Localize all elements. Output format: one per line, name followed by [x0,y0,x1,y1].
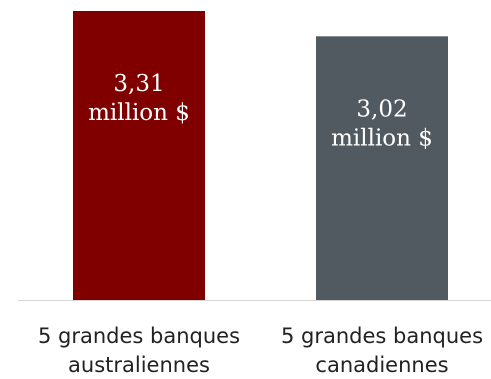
category-label-1: 5 grandes banques australiennes [38,324,240,377]
value-label-line: 3,31 [113,71,164,97]
bar-1 [73,11,205,300]
value-label-2: 3,02 million $ [331,96,433,151]
value-label-line: million $ [88,100,190,126]
bar-2 [316,36,448,300]
category-label-line: australiennes [68,353,210,377]
category-label-2: 5 grandes banques canadiennes [281,324,483,377]
value-label-line: million $ [331,125,433,151]
value-label-1: 3,31 million $ [88,71,190,126]
value-label-line: 3,02 [356,96,407,122]
category-label-line: canadiennes [315,353,448,377]
category-label-line: 5 grandes banques [281,324,483,348]
category-label-line: 5 grandes banques [38,324,240,348]
